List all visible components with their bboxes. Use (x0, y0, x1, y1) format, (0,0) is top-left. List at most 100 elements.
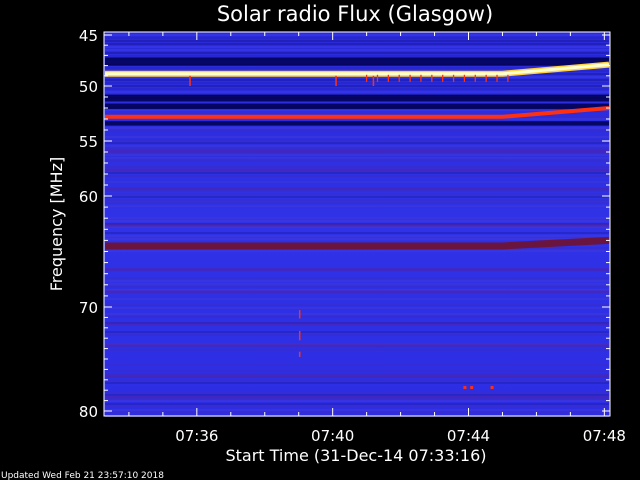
stripe (105, 196, 609, 198)
x-axis: 07:36 07:40 07:44 07:48 (128, 32, 626, 445)
y-axis: 45 50 55 60 70 80 (79, 27, 610, 421)
stripe (105, 376, 609, 378)
stripe (105, 142, 609, 144)
x-tick-label: 07:40 (311, 427, 354, 445)
stripe (105, 49, 609, 51)
stripe (105, 130, 609, 132)
stripe (105, 298, 609, 300)
stripe (105, 205, 609, 207)
chart-title: Solar radio Flux (Glasgow) (217, 2, 493, 26)
stripe (105, 193, 609, 195)
maroon-band-line (105, 236, 610, 250)
faint-band (105, 374, 609, 378)
y-axis-label: Frequency [MHz] (47, 157, 66, 291)
stripe (105, 397, 609, 399)
stripe (105, 235, 609, 237)
stripe (105, 67, 609, 69)
y-tick-label: 45 (79, 27, 98, 45)
stripe (105, 307, 609, 309)
faint-band (105, 168, 609, 172)
dark-band (105, 121, 609, 126)
stripe (105, 88, 609, 90)
stripe (105, 391, 609, 393)
stripe (105, 145, 609, 147)
stripe (105, 55, 609, 57)
stripe (105, 406, 609, 408)
x-tick-label: 07:36 (175, 427, 218, 445)
stripe (105, 370, 609, 372)
faint-band (105, 223, 609, 227)
x-tick-label: 07:44 (447, 427, 490, 445)
stripe (105, 37, 609, 39)
stripe (105, 166, 609, 168)
stripe (105, 343, 609, 345)
stripe (105, 373, 609, 375)
y-tick-label: 60 (79, 188, 98, 206)
faint-band (105, 322, 609, 326)
stripe (105, 199, 609, 201)
plot-area (103, 31, 611, 417)
y-tick-label: 70 (79, 299, 98, 317)
stripe (105, 181, 609, 183)
dark-band (105, 57, 609, 66)
stripe (105, 280, 609, 282)
stripe (105, 226, 609, 228)
x-axis-label: Start Time (31-Dec-14 07:33:16) (225, 446, 486, 465)
stripe (105, 148, 609, 150)
emission-dot (470, 386, 474, 390)
stripe (105, 160, 609, 162)
stripe (105, 118, 609, 120)
stripe (105, 127, 609, 129)
stripe (105, 283, 609, 285)
stripe (105, 40, 609, 42)
stripe (105, 109, 609, 111)
emission-dot (463, 386, 467, 390)
stripe (105, 382, 609, 384)
stripe (105, 412, 609, 414)
stripe (105, 346, 609, 348)
faint-band (105, 290, 609, 294)
stripe (105, 232, 609, 234)
stripe (105, 85, 609, 87)
stripe (105, 175, 609, 177)
stripe (105, 139, 609, 141)
stripe (105, 217, 609, 219)
faint-band (105, 343, 609, 347)
faint-band (105, 268, 609, 272)
spectrogram-stripes (105, 34, 609, 417)
stripe (105, 202, 609, 204)
stripe (105, 223, 609, 225)
stripe (105, 304, 609, 306)
stripe (105, 331, 609, 333)
stripe (105, 400, 609, 402)
stripe (105, 286, 609, 288)
stripe (105, 379, 609, 381)
spectrogram-features (105, 61, 610, 390)
stripe (105, 409, 609, 411)
stripe (105, 154, 609, 156)
dark-band (105, 94, 609, 102)
stripe (105, 349, 609, 351)
stripe (105, 250, 609, 252)
stripe (105, 316, 609, 318)
x-tick-label: 07:48 (583, 427, 626, 445)
emission-dot (490, 386, 494, 390)
y-tick-label: 55 (79, 133, 98, 151)
stripe (105, 91, 609, 93)
red-emission-line (105, 106, 610, 119)
stripe (105, 364, 609, 366)
stripe (105, 82, 609, 84)
stripe (105, 52, 609, 54)
stripe (105, 238, 609, 240)
stripe (105, 76, 609, 78)
faint-band (105, 395, 609, 399)
stripe (105, 46, 609, 48)
stripe (105, 190, 609, 192)
faint-band (105, 187, 609, 191)
y-tick-label: 50 (79, 78, 98, 96)
stripe (105, 394, 609, 396)
stripe (105, 289, 609, 291)
stripe (105, 157, 609, 159)
dark-band (105, 103, 609, 110)
